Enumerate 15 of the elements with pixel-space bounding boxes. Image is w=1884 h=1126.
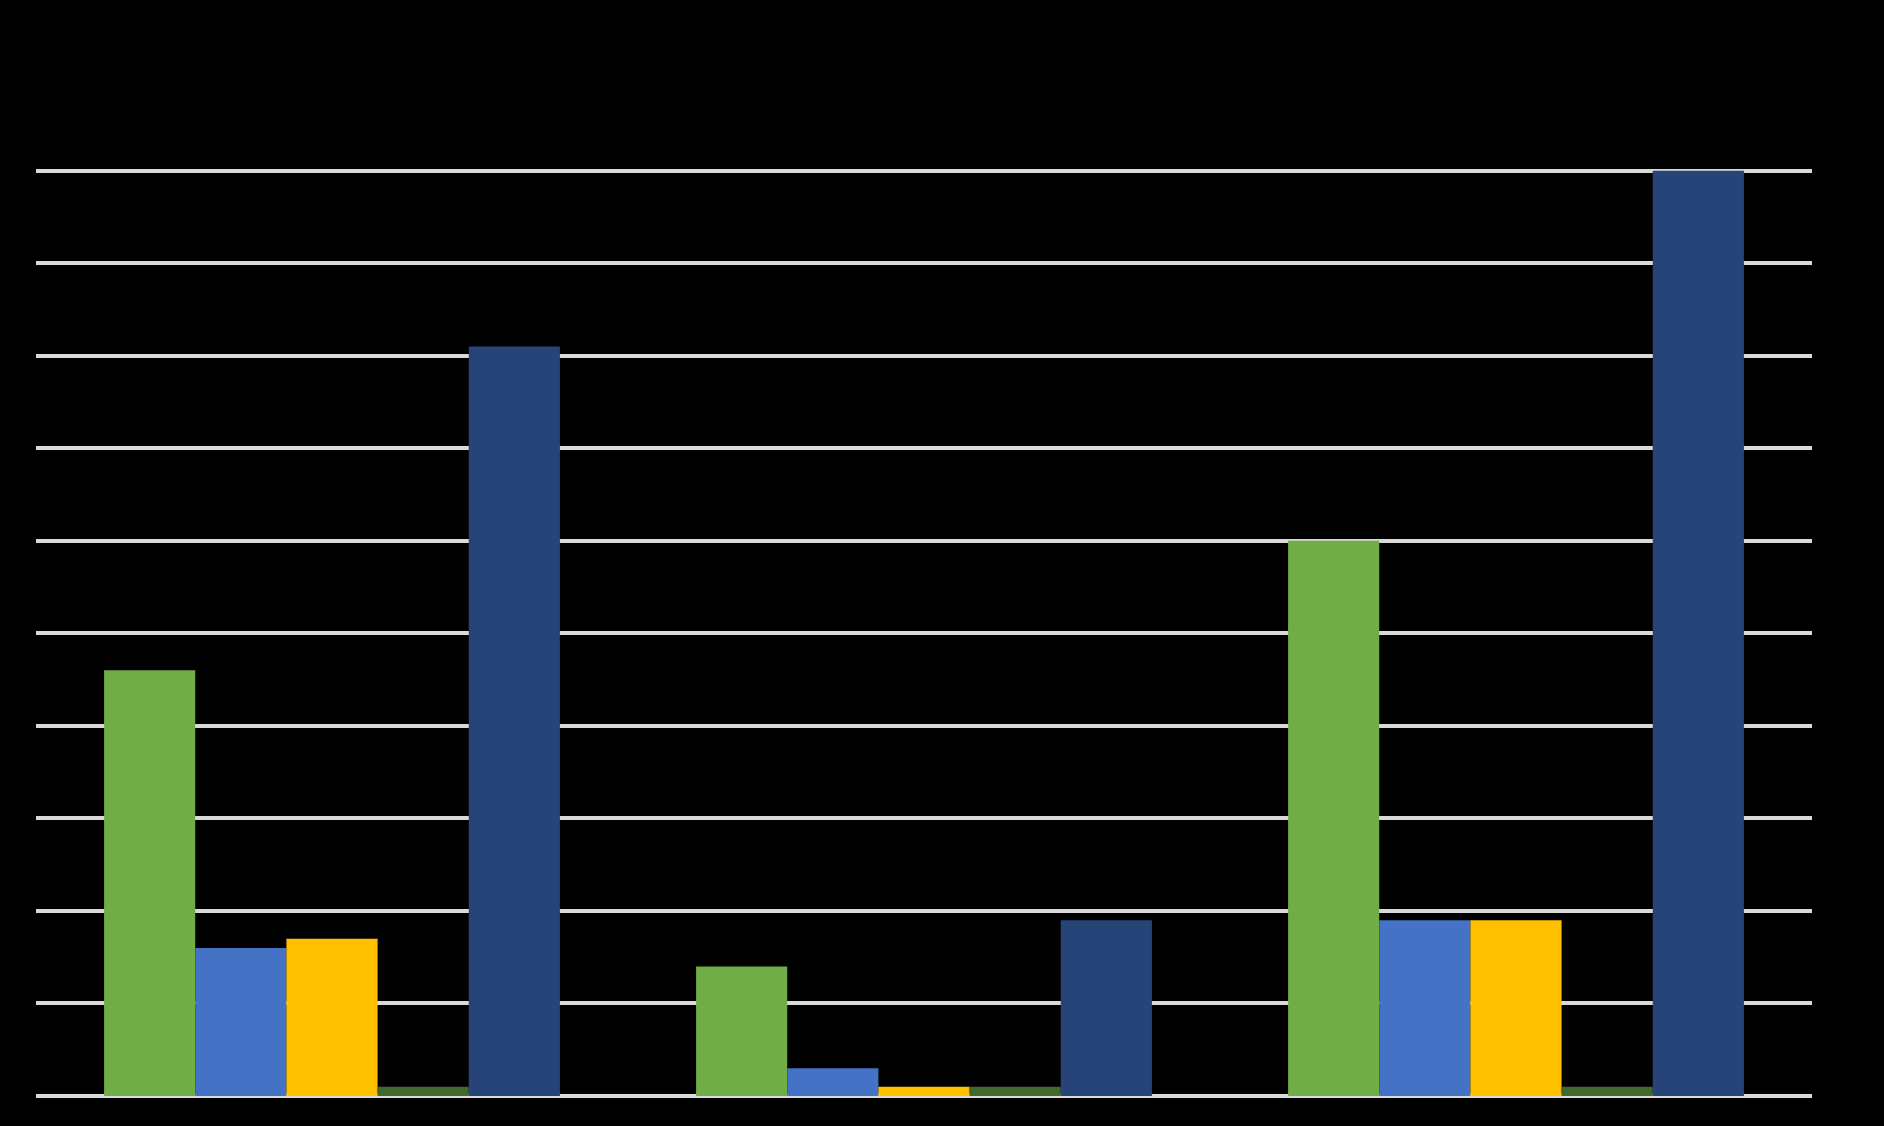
bar	[1470, 920, 1562, 1096]
bar	[1561, 1086, 1653, 1096]
bar	[468, 346, 560, 1096]
bar	[878, 1086, 970, 1096]
bar	[696, 966, 788, 1096]
bar	[104, 670, 196, 1096]
bar	[1652, 170, 1744, 1096]
bar	[787, 1068, 879, 1096]
bar	[969, 1086, 1061, 1096]
bar	[286, 938, 378, 1096]
bar	[1060, 920, 1152, 1096]
bar	[1379, 920, 1471, 1096]
bar	[1288, 540, 1380, 1096]
bar	[195, 947, 287, 1096]
bar	[377, 1086, 469, 1096]
